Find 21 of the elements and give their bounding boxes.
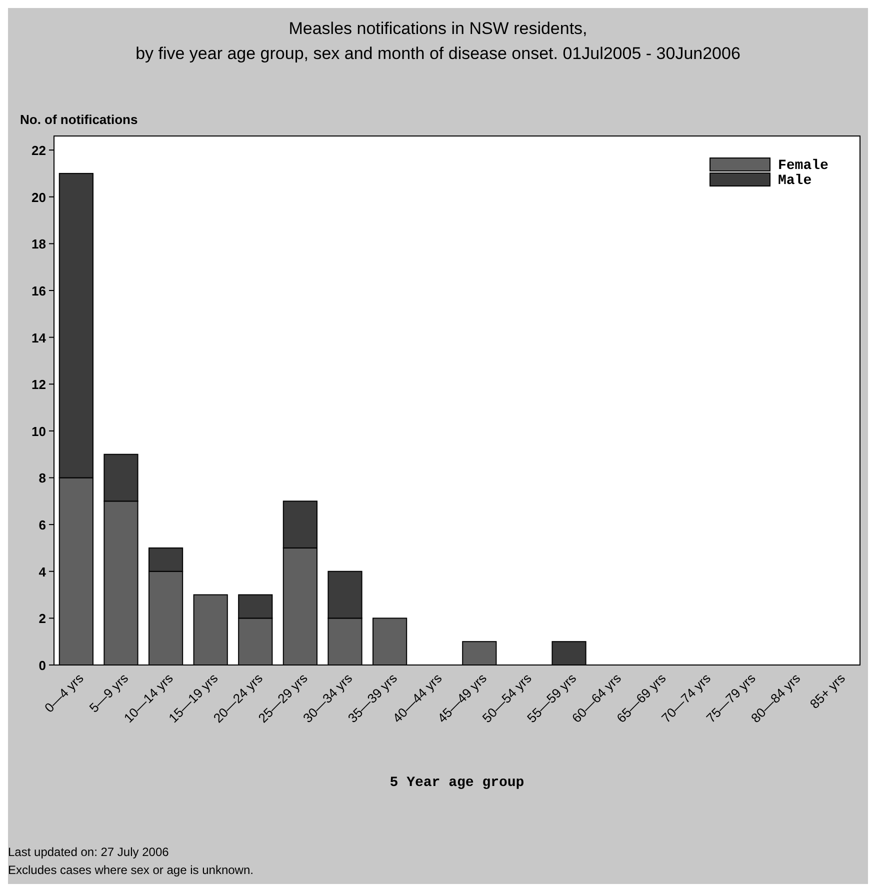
y-tick-label: 6 (38, 518, 46, 533)
y-tick-label: 12 (32, 377, 46, 392)
y-tick-label: 16 (32, 283, 46, 298)
y-axis-title: No. of notifications (20, 112, 138, 127)
text: Last updated on: 27 July 2006 (8, 845, 170, 859)
y-tick-label: 18 (32, 236, 46, 252)
chart-title: Measles notifications in NSW residents, (288, 19, 588, 38)
y-tick-label: 4 (38, 564, 47, 580)
chart-subtitle: by five year age group, sex and month of disease onset. 01Jul2005 - 30Jun2006 (136, 44, 740, 63)
y-tick-label: 2 (38, 611, 46, 626)
y-tick-label: 22 (32, 143, 46, 158)
legend-label: Male (778, 173, 812, 189)
y-tick-label: 8 (38, 470, 46, 486)
y-tick-label: 14 (32, 330, 47, 346)
x-tick-label: 85+ yrs (806, 670, 848, 712)
text: Excludes cases where sex or age is unknown. (8, 863, 254, 877)
y-tick-label: 10 (32, 424, 46, 439)
x-axis-title: 5 Year age group (390, 775, 524, 791)
y-tick-label: 20 (32, 190, 46, 205)
legend-label: Female (778, 158, 828, 174)
y-tick-label: 0 (38, 658, 46, 673)
